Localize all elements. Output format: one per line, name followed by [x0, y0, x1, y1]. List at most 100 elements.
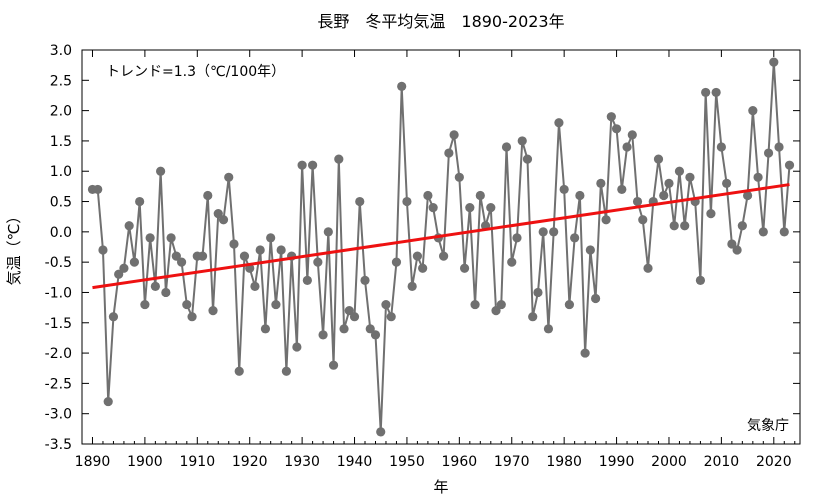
- temperature-data-point: [528, 312, 538, 322]
- temperature-data-point: [758, 227, 768, 237]
- temperature-data-point: [98, 245, 108, 255]
- temperature-data-point: [402, 196, 412, 207]
- temperature-data-point: [203, 190, 213, 201]
- temperature-data-point: [276, 245, 286, 255]
- temperature-data-point: [182, 299, 192, 310]
- temperature-data-point: [376, 427, 386, 437]
- temperature-data-point: [706, 209, 716, 219]
- temperature-data-point: [344, 306, 354, 316]
- temperature-data-point: [543, 324, 554, 334]
- source-annotation: 気象庁: [747, 418, 789, 434]
- temperature-series-line: [92, 62, 791, 432]
- temperature-data-point: [533, 287, 543, 298]
- y-tick-label: 0.5: [50, 195, 72, 211]
- temperature-data-point: [423, 190, 433, 201]
- temperature-data-point: [627, 130, 637, 140]
- temperature-data-point: [292, 342, 302, 352]
- x-tick-label: 1980: [546, 454, 582, 470]
- temperature-data-point: [737, 221, 747, 231]
- temperature-data-point: [161, 287, 171, 298]
- temperature-data-point: [517, 136, 527, 146]
- temperature-data-point: [386, 312, 396, 322]
- y-tick-label: -2.5: [45, 376, 72, 392]
- temperature-data-point: [108, 312, 119, 322]
- temperature-data-point: [475, 190, 485, 201]
- temperature-data-point: [307, 160, 318, 170]
- temperature-data-point: [339, 324, 349, 334]
- y-tick-label: 1.5: [50, 134, 72, 150]
- temperature-data-point: [145, 233, 155, 243]
- temperature-data-point: [669, 221, 679, 231]
- temperature-data-point: [323, 227, 333, 237]
- temperature-data-point: [486, 203, 496, 213]
- y-tick-label: 0.0: [50, 225, 72, 241]
- temperature-data-point: [150, 281, 160, 291]
- y-tick-label: 2.0: [50, 104, 72, 120]
- temperature-data-point: [397, 81, 407, 91]
- temperature-data-point: [224, 172, 234, 182]
- temperature-data-point: [753, 172, 763, 182]
- temperature-data-point: [328, 360, 339, 370]
- y-tick-label: 1.0: [50, 164, 72, 180]
- temperature-data-point: [297, 160, 307, 170]
- temperature-data-point: [239, 251, 250, 261]
- temperature-data-point: [564, 299, 575, 310]
- temperature-data-point: [140, 299, 150, 310]
- temperature-data-point: [218, 215, 229, 225]
- temperature-data-point: [638, 215, 648, 225]
- temperature-data-point: [643, 263, 653, 273]
- temperature-data-point: [313, 257, 323, 267]
- y-tick-label: 2.5: [50, 73, 72, 89]
- temperature-data-point: [522, 154, 533, 164]
- temperature-data-point: [722, 178, 732, 188]
- temperature-data-point: [439, 251, 449, 261]
- temperature-data-point: [124, 221, 134, 231]
- temperature-data-point: [391, 257, 402, 267]
- y-tick-label: -1.0: [45, 285, 72, 301]
- temperature-data-point: [197, 251, 208, 261]
- temperature-data-point: [234, 366, 244, 376]
- temperature-data-point: [176, 257, 187, 267]
- x-tick-label: 2010: [704, 454, 740, 470]
- trend-annotation: トレンド=1.3（℃/100年）: [106, 64, 285, 80]
- temperature-data-point: [585, 245, 595, 255]
- y-tick-label: 3.0: [50, 43, 72, 59]
- temperature-data-point: [769, 57, 779, 67]
- temperature-data-point: [617, 184, 627, 195]
- temperature-data-point: [114, 269, 124, 279]
- temperature-data-point: [171, 251, 181, 261]
- temperature-data-point: [418, 263, 428, 273]
- x-tick-label: 1940: [337, 454, 373, 470]
- temperature-data-point: [449, 130, 459, 140]
- temperature-data-point: [281, 366, 291, 376]
- temperature-data-point: [365, 324, 375, 334]
- plot-area-frame: [81, 49, 801, 445]
- x-tick-label: 1890: [75, 454, 111, 470]
- temperature-data-point: [606, 112, 616, 122]
- temperature-data-point: [412, 251, 423, 261]
- temperature-data-point: [129, 257, 140, 267]
- temperature-data-point: [444, 148, 454, 158]
- temperature-data-point: [428, 203, 438, 213]
- temperature-data-point: [685, 172, 695, 182]
- temperature-data-point: [701, 87, 711, 98]
- temperature-data-point: [213, 209, 223, 219]
- temperature-data-point: [93, 184, 103, 195]
- temperature-data-point: [208, 306, 218, 316]
- temperature-data-point: [266, 233, 276, 243]
- x-axis-title: 年: [433, 478, 448, 496]
- temperature-data-point: [250, 281, 260, 291]
- temperature-data-point: [271, 299, 281, 310]
- temperature-data-point: [611, 124, 622, 134]
- temperature-data-point: [622, 142, 632, 152]
- temperature-data-point: [575, 190, 585, 201]
- temperature-data-point: [454, 172, 464, 182]
- temperature-data-point: [349, 312, 360, 322]
- temperature-data-point: [166, 233, 176, 243]
- temperature-data-point: [664, 178, 674, 188]
- x-tick-label: 1960: [442, 454, 478, 470]
- temperature-data-point: [103, 396, 113, 407]
- temperature-data-point: [732, 245, 742, 255]
- temperature-data-point: [680, 221, 690, 231]
